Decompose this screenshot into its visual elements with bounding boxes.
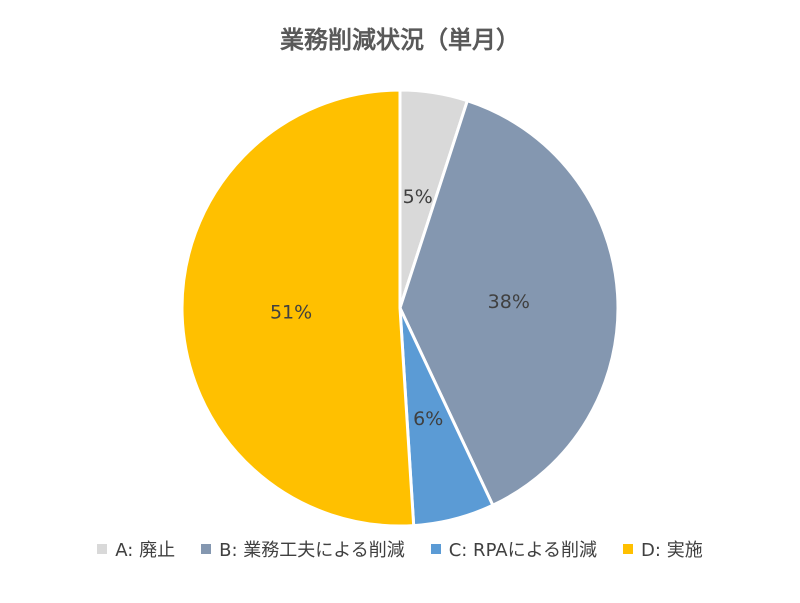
data-label-c: 6% <box>413 408 443 430</box>
legend-item-d: D: 実施 <box>623 536 703 562</box>
legend-item-a: A: 廃止 <box>97 536 175 562</box>
chart-title: 業務削減状況（単月） <box>280 26 520 54</box>
pie-slice-b <box>398 99 620 507</box>
data-label-a: 5% <box>403 186 433 208</box>
legend-label: B: 業務工夫による削減 <box>219 540 405 561</box>
pie-slice-d <box>180 88 416 528</box>
chart-legend: A: 廃止 B: 業務工夫による削減 C: RPAによる削減 D: 実施 <box>0 536 800 562</box>
legend-item-b: B: 業務工夫による削減 <box>201 536 405 562</box>
legend-label: C: RPAによる削減 <box>448 540 598 561</box>
legend-item-c: C: RPAによる削減 <box>430 536 598 562</box>
legend-label: A: 廃止 <box>115 540 176 561</box>
legend-swatch <box>201 544 212 554</box>
legend-swatch <box>97 544 108 554</box>
legend-label: D: 実施 <box>641 540 703 561</box>
legend-swatch <box>430 544 441 554</box>
legend-swatch <box>623 544 634 554</box>
data-label-b: 38% <box>488 291 530 313</box>
data-label-d: 51% <box>270 301 312 323</box>
